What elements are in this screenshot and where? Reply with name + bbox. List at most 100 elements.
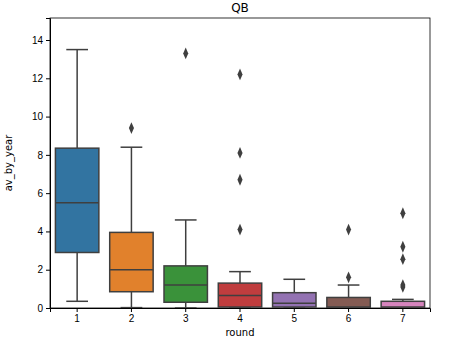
y-tick: 6: [37, 188, 50, 199]
outlier: [237, 224, 242, 236]
x-tick: 1: [74, 308, 80, 324]
title: QB: [231, 1, 249, 15]
y-tick-mark: [46, 270, 50, 271]
cap-high: [66, 49, 88, 51]
box: [110, 232, 153, 291]
chart: 123456702468101214QBroundav_by_year: [0, 0, 452, 339]
x-tick: 6: [346, 308, 352, 324]
whisker-high: [131, 147, 133, 232]
outlier: [237, 69, 242, 81]
x-tick-label: 6: [346, 313, 352, 324]
median: [327, 306, 370, 308]
cap-high: [338, 284, 360, 286]
whisker-high: [76, 50, 78, 149]
y-tick: 2: [37, 264, 50, 275]
plot-frame: [50, 18, 430, 308]
box: [218, 283, 261, 307]
whisker-high: [239, 272, 241, 283]
whisker-high: [185, 220, 187, 266]
y-tick: 4: [37, 226, 50, 237]
cap-high: [392, 299, 414, 301]
x-tick: 3: [183, 308, 189, 324]
cap-high: [121, 146, 143, 148]
x-tick: 5: [292, 308, 298, 324]
y-tick-label: 2: [37, 264, 43, 275]
cap-low: [121, 307, 143, 308]
box-group: [273, 279, 316, 308]
y-tick-label: 8: [37, 150, 43, 161]
x-axis-line: [51, 309, 431, 313]
y-tick-mark: [46, 308, 50, 309]
whisker-low: [131, 292, 133, 308]
y-tick-mark: [46, 231, 50, 232]
y-axis-title: av_by_year: [3, 134, 15, 192]
cap-high: [283, 279, 305, 281]
y-tick-mark: [46, 193, 50, 194]
y-tick: 0: [37, 303, 50, 314]
x-tick-label: 3: [183, 313, 189, 324]
y-tick-label: 6: [37, 188, 43, 199]
box: [55, 148, 98, 252]
x-tick-label: 5: [292, 313, 298, 324]
x-axis: 1 2 3 4 5 6 7: [51, 308, 431, 324]
outlier: [400, 207, 405, 219]
outlier: [237, 147, 242, 159]
x-tick-mark: [77, 308, 78, 312]
box-group: [110, 122, 153, 307]
y-tick-label: 10: [32, 111, 44, 122]
x-tick: 4: [237, 308, 243, 324]
x-axis-title: round: [225, 327, 254, 338]
box: [381, 301, 424, 308]
median: [110, 269, 153, 271]
whisker-low: [76, 252, 78, 301]
box: [273, 293, 316, 307]
whisker-high: [348, 285, 350, 297]
box-group: [55, 50, 98, 302]
y-tick-label: 12: [32, 73, 44, 84]
cap-low: [175, 307, 197, 308]
outlier: [129, 122, 134, 134]
x-tick-label: 7: [400, 313, 406, 324]
box: [164, 266, 207, 302]
cap-high: [175, 219, 197, 221]
outlier: [183, 48, 188, 60]
x-tick-mark: [348, 308, 349, 312]
median: [273, 302, 316, 304]
x-tick-label: 4: [237, 313, 243, 324]
outlier: [346, 271, 351, 283]
plot-area: 123456702468101214: [32, 18, 431, 324]
y-tick: 8: [37, 150, 50, 161]
x-tick-mark: [402, 308, 403, 312]
y-tick: 12: [32, 73, 50, 84]
boxes: [55, 48, 424, 308]
y-tick-label: 14: [32, 35, 44, 46]
outlier: [400, 253, 405, 265]
x-tick-mark: [131, 308, 132, 312]
x-tick-label: 1: [74, 313, 80, 324]
box: [327, 297, 370, 308]
y-tick-label: 4: [37, 226, 43, 237]
whisker-low: [185, 302, 187, 308]
y-tick-mark: [46, 155, 50, 156]
x-tick-label: 2: [129, 313, 135, 324]
y-axis: 0 2 4 6 8 10 12 14: [32, 19, 51, 314]
y-tick-label: 0: [37, 303, 43, 314]
y-tick: 14: [32, 35, 50, 46]
x-tick: 2: [129, 308, 135, 324]
box-group: [218, 69, 261, 308]
y-tick-mark: [46, 40, 50, 41]
median: [218, 295, 261, 297]
outlier: [400, 279, 405, 291]
box-group: [327, 224, 370, 308]
x-tick-mark: [240, 308, 241, 312]
y-tick-mark: [46, 117, 50, 118]
outlier: [237, 174, 242, 186]
cap-high: [229, 271, 251, 273]
outlier: [400, 241, 405, 253]
median: [55, 202, 98, 204]
box-group: [164, 48, 207, 308]
y-tick-mark: [46, 78, 50, 79]
median: [381, 306, 424, 308]
x-tick-mark: [294, 308, 295, 312]
whisker-high: [294, 279, 296, 292]
